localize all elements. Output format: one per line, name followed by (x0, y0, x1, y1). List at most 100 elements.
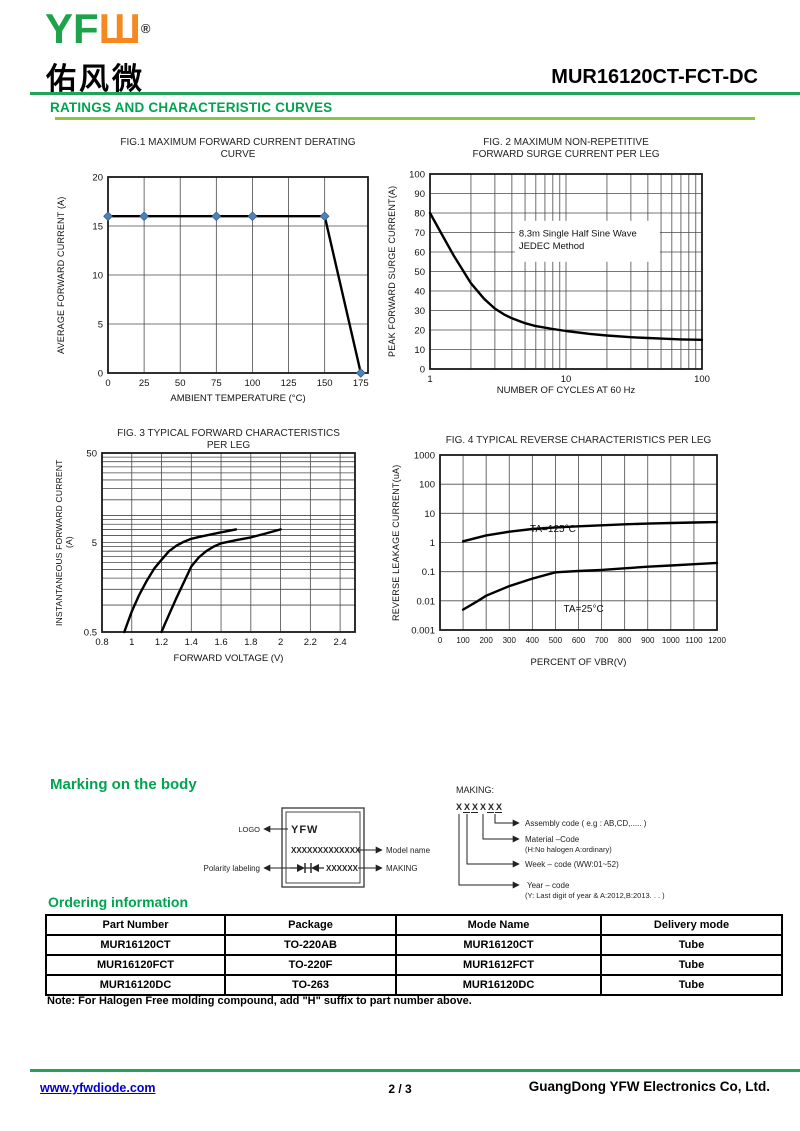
ordering-cell: Tube (600, 974, 783, 996)
fig4-title: FIG. 4 TYPICAL REVERSE CHARACTERISTICS P… (445, 435, 712, 446)
svg-text:5: 5 (98, 320, 103, 331)
svg-text:0.1: 0.1 (422, 567, 435, 578)
svg-text:400: 400 (526, 636, 540, 645)
svg-text:500: 500 (549, 636, 563, 645)
svg-text:1: 1 (430, 538, 435, 549)
ordering-col-header: Part Number (45, 914, 226, 936)
svg-text:50: 50 (86, 449, 97, 460)
svg-text:2.2: 2.2 (304, 637, 317, 648)
code-char-6: X (496, 802, 502, 812)
fig1-x-axis-label: AMBIENT TEMPERATURE (°C) (170, 393, 306, 404)
website-link[interactable]: www.yfwdiode.com (40, 1081, 156, 1095)
svg-text:100: 100 (456, 636, 470, 645)
fig1-plot: 0 25 50 75 100 125 150 175 0 5 10 15 20 (92, 173, 369, 389)
svg-text:1100: 1100 (685, 636, 703, 645)
ordering-cell: MUR16120FCT (45, 954, 226, 976)
svg-text:1000: 1000 (662, 636, 680, 645)
svg-text:TA=125°C: TA=125°C (530, 524, 576, 535)
body-logo-text: YFW (291, 824, 318, 836)
ordering-cell: TO-220AB (224, 934, 397, 956)
svg-text:40: 40 (414, 287, 425, 298)
ordering-cell: MUR16120CT (45, 934, 226, 956)
year-code-label: Year – code (527, 881, 570, 890)
svg-text:0.01: 0.01 (417, 596, 436, 607)
svg-text:1: 1 (129, 637, 134, 648)
svg-text:0: 0 (105, 378, 110, 389)
marking-body-diagram: YFW LOGO XXXXXXXXXXXXX Model name XXXXXX… (204, 807, 431, 888)
svg-text:TA=25°C: TA=25°C (563, 604, 603, 615)
svg-text:10: 10 (414, 345, 425, 356)
svg-text:100: 100 (409, 170, 425, 181)
year-code-arrow (458, 814, 520, 889)
svg-text:0: 0 (420, 365, 425, 376)
fig4-y-axis-label: REVERSE LEAKAGE CURRENT(uA) (391, 464, 401, 621)
table-row: MUR16120DC TO-263 MUR16120DC Tube (45, 974, 783, 996)
logo-chinese-text: 佑风微 (46, 63, 145, 96)
package-body-outline (281, 807, 365, 888)
svg-text:125: 125 (281, 378, 297, 389)
svg-text:100: 100 (419, 480, 435, 491)
ordering-col-header: Delivery mode (600, 914, 783, 936)
fig3-title: FIG. 3 TYPICAL FORWARD CHARACTERISTICS PE… (117, 428, 340, 451)
svg-text:1.8: 1.8 (244, 637, 257, 648)
svg-text:1000: 1000 (414, 451, 435, 462)
svg-text:20: 20 (92, 173, 103, 184)
making-label: MAKING (386, 864, 418, 873)
material-code-arrow (482, 814, 520, 843)
svg-text:30: 30 (414, 306, 425, 317)
svg-text:2: 2 (278, 637, 283, 648)
logo-text-orange: Ш (98, 5, 141, 52)
ordering-cell: MUR16120DC (45, 974, 226, 996)
fig2-surge-chart: FIG. 2 MAXIMUM NON-REPETITIVE FORWARD SUR… (385, 135, 760, 430)
company-name: GuangDong YFW Electronics Co, Ltd. (528, 1079, 770, 1094)
code-char-2: X (464, 802, 470, 812)
svg-text:25: 25 (139, 378, 150, 389)
svg-text:1200: 1200 (708, 636, 726, 645)
code-char-4: X (480, 802, 486, 812)
polarity-label: Polarity labeling (204, 864, 260, 873)
svg-text:60: 60 (414, 248, 425, 259)
fig2-y-axis-label: PEAK FORWARD SURGE CURRENT(A) (387, 185, 397, 358)
svg-text:10: 10 (561, 374, 572, 385)
making-title: MAKING: (456, 785, 494, 795)
ordering-cell: MUR16120DC (395, 974, 602, 996)
ordering-col-header: Package (224, 914, 397, 936)
registered-trademark-icon: ® (140, 21, 151, 36)
fig3-x-axis-label: FORWARD VOLTAGE (V) (173, 653, 284, 664)
svg-text:50: 50 (175, 378, 186, 389)
ordering-col-header: Mode Name (395, 914, 602, 936)
material-code-label: Material –Code (525, 835, 580, 844)
svg-text:0.001: 0.001 (411, 626, 435, 637)
svg-text:5: 5 (92, 538, 97, 549)
part-number-title: MUR16120CT-FCT-DC (551, 66, 758, 88)
making-placeholder: XXXXXX (326, 864, 359, 873)
ordering-heading: Ordering information (48, 894, 188, 910)
fig4-x-axis-label: PERCENT OF VBR(V) (530, 657, 627, 668)
fig1-y-axis-label: AVERAGE FORWARD CURRENT (A) (56, 196, 66, 354)
svg-text:10: 10 (92, 271, 103, 282)
ordering-cell: TO-263 (224, 974, 397, 996)
svg-text:200: 200 (479, 636, 493, 645)
logo-text-green: YF (45, 5, 99, 52)
svg-text:2.4: 2.4 (334, 637, 347, 648)
svg-text:90: 90 (414, 189, 425, 200)
fig4-reverse-chart: FIG. 4 TYPICAL REVERSE CHARACTERISTICS P… (385, 425, 765, 715)
svg-text:700: 700 (595, 636, 609, 645)
fig3-y-axis-label: INSTANTANEOUS FORWARD CURRENT (A) (54, 459, 74, 626)
svg-text:600: 600 (572, 636, 586, 645)
model-name-placeholder: XXXXXXXXXXXXX (291, 846, 361, 855)
material-code-sublabel: (H:No halogen A:ordinary) (525, 845, 612, 854)
svg-text:1: 1 (427, 374, 432, 385)
svg-text:0.5: 0.5 (84, 628, 97, 639)
header-rule (30, 92, 800, 95)
svg-text:1.4: 1.4 (185, 637, 198, 648)
ordering-cell: MUR1612FCT (395, 954, 602, 976)
fig4-plot: 0 100 200 300 400 500 600 700 800 900 1000 1100 1200… (411, 451, 726, 646)
assembly-code-label: Assembly code ( e.g : AB,CD,..... ) (525, 819, 647, 828)
code-char-5: X (488, 802, 494, 812)
svg-text:JEDEC Method: JEDEC Method (519, 241, 584, 252)
svg-text:70: 70 (414, 228, 425, 239)
marking-heading: Marking on the body (50, 776, 197, 793)
fig1-derating-chart: FIG.1 MAXIMUM FORWARD CURRENT DERATING CU… (48, 135, 383, 430)
footer-rule (30, 1069, 800, 1072)
